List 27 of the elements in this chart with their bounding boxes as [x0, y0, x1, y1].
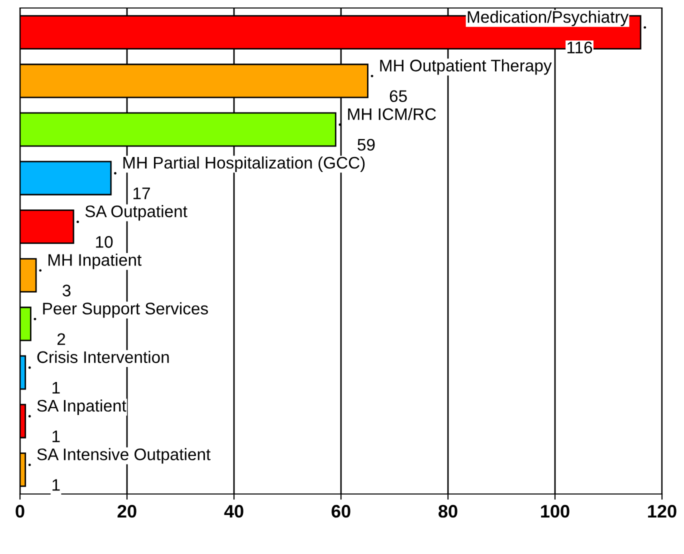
y-tick-label: MH Partial Hospitalization (GCC) — [123, 156, 365, 172]
data-label: 3 — [62, 284, 71, 296]
y-tick-label: Crisis Intervention — [37, 350, 169, 364]
data-label: 1 — [52, 430, 60, 442]
y-tick-label: MH Outpatient Therapy — [380, 59, 552, 75]
y-tick-label: SA Intensive Outpatient — [37, 448, 211, 464]
y-tick-label: SA Inpatient — [37, 399, 126, 415]
x-tick-label: 40 — [224, 504, 244, 518]
data-label: 2 — [57, 333, 66, 345]
data-label: 10 — [96, 236, 113, 248]
data-label: 1 — [52, 382, 60, 394]
y-tick-label: SA Outpatient — [85, 205, 188, 221]
x-tick-label: 80 — [438, 504, 458, 518]
data-label: 1 — [52, 479, 60, 491]
x-tick-label: 0 — [16, 504, 24, 518]
y-tick-label: MH ICM/RC — [348, 108, 436, 120]
y-tick-label: MH Inpatient — [48, 254, 142, 270]
data-label: 17 — [134, 188, 150, 200]
data-label: 116 — [568, 42, 592, 54]
x-tick-label: 60 — [332, 504, 350, 518]
x-tick-label: 20 — [118, 504, 136, 518]
data-label: 65 — [390, 90, 407, 102]
x-tick-label: 100 — [541, 504, 570, 518]
y-tick-label: Medication/Psychiatry — [468, 10, 629, 26]
x-tick-label: 120 — [648, 504, 676, 518]
data-label: 59 — [358, 138, 375, 151]
y-tick-label: Peer Support Services — [43, 302, 208, 318]
